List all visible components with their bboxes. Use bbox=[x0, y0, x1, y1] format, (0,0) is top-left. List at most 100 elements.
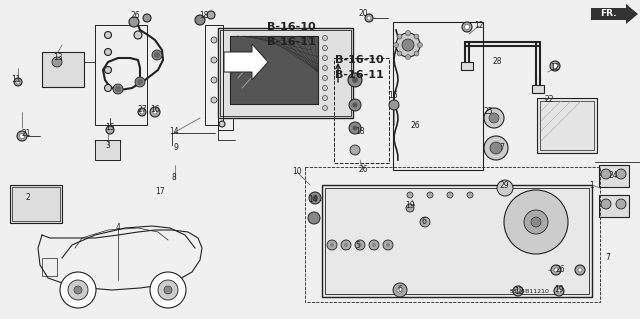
Text: 8: 8 bbox=[172, 174, 177, 182]
Circle shape bbox=[484, 108, 504, 128]
Bar bbox=[205, 25, 223, 125]
Text: 9: 9 bbox=[173, 144, 179, 152]
Bar bbox=[95, 25, 147, 125]
Text: 3: 3 bbox=[106, 140, 111, 150]
Circle shape bbox=[129, 17, 139, 27]
Circle shape bbox=[104, 32, 111, 39]
Circle shape bbox=[601, 199, 611, 209]
Text: 12: 12 bbox=[550, 63, 560, 72]
Circle shape bbox=[393, 283, 407, 297]
Circle shape bbox=[137, 79, 143, 85]
Text: FR.: FR. bbox=[600, 10, 616, 19]
Bar bbox=[42, 258, 57, 276]
Bar bbox=[12, 187, 60, 221]
Circle shape bbox=[323, 95, 328, 100]
Circle shape bbox=[386, 243, 390, 247]
Circle shape bbox=[211, 57, 217, 63]
Circle shape bbox=[554, 268, 558, 272]
Circle shape bbox=[60, 272, 96, 308]
Text: 6: 6 bbox=[397, 286, 403, 294]
Circle shape bbox=[504, 190, 568, 254]
Circle shape bbox=[397, 34, 402, 39]
Bar bbox=[532, 85, 544, 93]
Circle shape bbox=[152, 50, 162, 60]
Circle shape bbox=[323, 35, 328, 41]
Circle shape bbox=[513, 286, 523, 296]
Circle shape bbox=[372, 243, 376, 247]
Text: 20: 20 bbox=[358, 10, 368, 19]
Circle shape bbox=[365, 14, 373, 22]
Text: 15: 15 bbox=[105, 123, 115, 132]
Text: 14: 14 bbox=[169, 128, 179, 137]
Circle shape bbox=[135, 77, 145, 87]
Text: 27: 27 bbox=[137, 106, 147, 115]
Circle shape bbox=[154, 52, 160, 58]
Circle shape bbox=[323, 65, 328, 70]
Circle shape bbox=[14, 78, 22, 86]
Bar bbox=[599, 165, 629, 187]
Bar bbox=[218, 118, 233, 130]
Text: B-16-10: B-16-10 bbox=[267, 22, 316, 32]
Text: 16: 16 bbox=[150, 106, 160, 115]
Circle shape bbox=[106, 126, 114, 134]
Circle shape bbox=[397, 51, 402, 56]
Text: 12: 12 bbox=[515, 286, 524, 295]
Circle shape bbox=[462, 22, 472, 32]
Circle shape bbox=[353, 102, 358, 108]
Circle shape bbox=[406, 204, 414, 212]
Bar bbox=[334, 58, 389, 163]
Polygon shape bbox=[591, 4, 638, 24]
Text: S3V4B11210: S3V4B11210 bbox=[510, 289, 550, 294]
Circle shape bbox=[616, 199, 626, 209]
Circle shape bbox=[402, 39, 414, 51]
Circle shape bbox=[490, 142, 502, 154]
Bar bbox=[599, 195, 629, 217]
Circle shape bbox=[52, 57, 62, 67]
Circle shape bbox=[153, 110, 157, 114]
Text: B-16-11: B-16-11 bbox=[267, 37, 316, 47]
Circle shape bbox=[554, 286, 564, 296]
Text: 11: 11 bbox=[12, 76, 20, 85]
Circle shape bbox=[484, 136, 508, 160]
Circle shape bbox=[367, 16, 371, 20]
Circle shape bbox=[355, 240, 365, 250]
Bar bbox=[305, 167, 600, 302]
Circle shape bbox=[211, 37, 217, 43]
Text: 21: 21 bbox=[21, 130, 31, 138]
Circle shape bbox=[219, 121, 225, 127]
Circle shape bbox=[524, 210, 548, 234]
Text: B-16-10: B-16-10 bbox=[335, 55, 383, 65]
Circle shape bbox=[211, 97, 217, 103]
Text: 2: 2 bbox=[26, 194, 30, 203]
Circle shape bbox=[616, 169, 626, 179]
Polygon shape bbox=[224, 44, 268, 80]
Text: 19: 19 bbox=[405, 202, 415, 211]
Circle shape bbox=[158, 280, 178, 300]
Circle shape bbox=[349, 122, 361, 134]
Circle shape bbox=[115, 86, 121, 92]
Bar bbox=[95, 140, 120, 160]
Circle shape bbox=[323, 46, 328, 50]
Bar bbox=[537, 98, 597, 153]
Circle shape bbox=[341, 240, 351, 250]
Circle shape bbox=[394, 42, 399, 48]
Circle shape bbox=[327, 240, 337, 250]
Circle shape bbox=[16, 80, 20, 84]
Circle shape bbox=[344, 243, 348, 247]
Circle shape bbox=[195, 15, 205, 25]
Text: 13: 13 bbox=[53, 54, 63, 63]
Circle shape bbox=[164, 286, 172, 294]
Text: 7: 7 bbox=[605, 254, 611, 263]
Circle shape bbox=[349, 99, 361, 111]
Text: 25: 25 bbox=[483, 108, 493, 116]
Circle shape bbox=[104, 85, 111, 92]
Circle shape bbox=[104, 66, 111, 73]
Circle shape bbox=[17, 131, 27, 141]
Circle shape bbox=[531, 217, 541, 227]
Text: 26: 26 bbox=[410, 121, 420, 130]
Circle shape bbox=[406, 55, 410, 60]
Circle shape bbox=[407, 192, 413, 198]
Text: 10: 10 bbox=[292, 167, 302, 176]
Circle shape bbox=[575, 265, 585, 275]
Circle shape bbox=[323, 76, 328, 80]
